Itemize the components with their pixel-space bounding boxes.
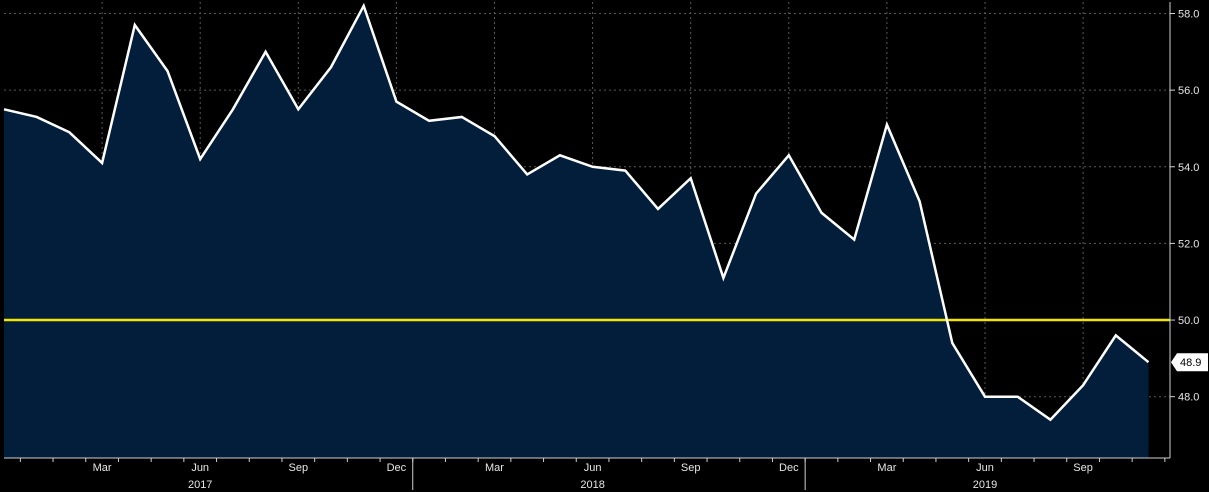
last-value-badge <box>1171 353 1208 372</box>
x-tick-label: Sep <box>289 462 309 474</box>
area-layer <box>4 5 1149 458</box>
x-tick-label: Dec <box>779 462 799 474</box>
y-tick-label: 58.0 <box>1178 8 1199 20</box>
y-tick-label: 54.0 <box>1178 162 1199 174</box>
x-tick-label: Mar <box>485 462 504 474</box>
year-label: 2018 <box>580 479 604 491</box>
last-value-label: 48.9 <box>1180 357 1201 369</box>
year-label: 2017 <box>188 479 212 491</box>
x-tick-label: Mar <box>93 462 112 474</box>
y-tick-label: 50.0 <box>1178 315 1199 327</box>
x-tick-label: Mar <box>877 462 896 474</box>
year-labels: 2017 2018 2019 <box>188 458 997 491</box>
x-tick-label: Dec <box>387 462 407 474</box>
data-line <box>3 2 1150 422</box>
y-axis-ticks: 48.0 50.0 52.0 54.0 56.0 58.0 <box>1170 8 1199 404</box>
x-tick-label: Jun <box>584 462 602 474</box>
y-tick-label: 48.0 <box>1178 392 1199 404</box>
last-value-marker: 48.9 <box>1171 353 1208 372</box>
area-fill <box>4 5 1149 458</box>
y-tick-label: 56.0 <box>1178 85 1199 97</box>
axes <box>4 2 1171 459</box>
y-tick-label: 52.0 <box>1178 238 1199 250</box>
x-tick-label: Sep <box>681 462 701 474</box>
x-tick-label: Jun <box>976 462 994 474</box>
x-axis-ticks: Mar Jun Sep Dec Mar Jun Sep Dec Mar Jun Sep <box>19 458 1166 474</box>
x-tick-label: Jun <box>191 462 209 474</box>
line-layer <box>3 2 1150 422</box>
year-label: 2019 <box>973 479 997 491</box>
x-tick-label: Sep <box>1073 462 1093 474</box>
